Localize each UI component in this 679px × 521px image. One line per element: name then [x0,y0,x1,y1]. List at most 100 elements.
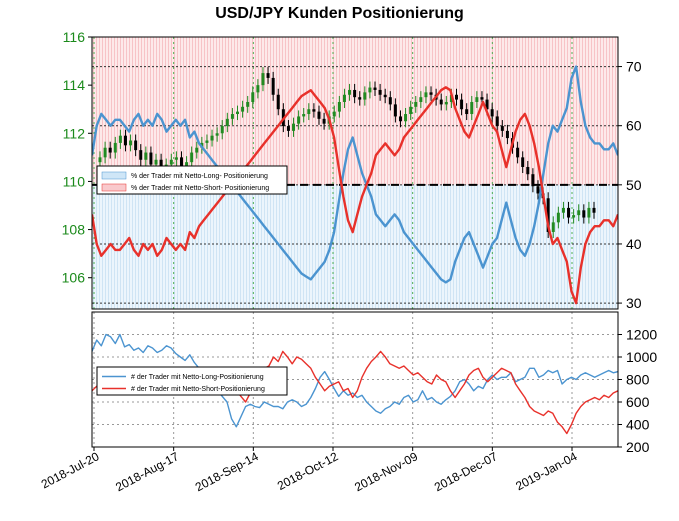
candle-body [414,101,418,107]
x-tick-label: 2018-Jul-20 [39,449,102,491]
x-tick-label: 2018-Aug-17 [113,449,181,494]
candle-body [592,207,596,213]
candle-body [546,198,550,232]
candle-body [129,140,133,146]
candle-body [516,147,520,158]
x-tick-label: 2018-Dec-07 [432,449,500,494]
candle-body [378,89,382,95]
legend-entry-label: # der Trader mit Netto-Long-Positionieru… [131,374,264,381]
candle-body [169,159,173,165]
candle-body [353,89,357,98]
candle-body [225,118,229,127]
candle-body [307,109,311,115]
x-tick-label: 2019-Jan-04 [513,449,579,493]
y2-right-tick-label: 400 [626,417,650,433]
long-zone-bg [92,184,618,309]
candle-body [526,166,530,175]
candle-body [236,111,240,115]
candle-body [98,157,102,163]
legend-top: % der Trader mit Netto-Long- Positionier… [96,165,288,195]
y-left-tick-label: 116 [63,29,86,45]
candle-body [531,174,535,187]
candle-body [480,97,484,100]
y2-right-tick-label: 1000 [626,349,657,365]
candle-body [154,159,158,165]
y2-right-tick-label: 200 [626,439,650,455]
candle-body [500,126,504,131]
y-left-tick-label: 110 [63,173,86,189]
candle-body [460,99,464,110]
legend-entry-label: # der Trader mit Netto-Short-Positionier… [131,386,265,393]
candle-body [103,147,107,158]
candle-body [317,111,321,119]
candle-body [149,152,153,165]
short-zone-bg [92,37,618,185]
candle-body [215,133,219,136]
x-tick-label: 2018-Sep-14 [193,449,261,494]
candle-body [322,118,326,124]
candle-body [475,97,479,102]
y-right-tick-label: 30 [626,295,642,311]
candle-body [271,77,275,95]
top-panel-frame [91,36,619,310]
candle-body [495,116,499,127]
candle-body [312,109,316,112]
candle-body [342,94,346,102]
candle-body [368,87,372,93]
candle-body [185,162,189,167]
candle-body [276,94,280,110]
chart-title: USD/JPY Kunden Positionierung [215,5,464,22]
candle-body [348,89,352,95]
candle-body [174,157,178,160]
series-long-pct [92,65,618,284]
candle-body [388,97,392,105]
candle-body [358,97,362,100]
candle-body [261,73,265,86]
candle-body [134,140,138,151]
candle-body [292,123,296,131]
candle-body [123,135,127,146]
candle-body [337,101,341,112]
candle-body [241,106,245,112]
candle-body [505,130,509,139]
y-right-tick-label: 40 [626,236,642,252]
y-left-tick-label: 108 [62,222,86,238]
candle-body [108,147,112,153]
candle-body [373,87,377,90]
candle-body [144,152,148,160]
y2-right-tick-label: 800 [626,372,650,388]
candle-body [393,104,397,117]
y-right-tick-label: 50 [626,177,642,193]
candle-body [286,126,290,131]
candle-body [409,106,413,115]
candle-body [210,135,214,141]
candle-body [195,147,199,153]
candle-body [113,142,117,153]
candle-body [256,85,260,93]
candle-body [572,215,576,218]
candle-body [567,207,571,218]
y2-right-tick-label: 600 [626,394,650,410]
candle-body [561,207,565,213]
candle-body [587,207,591,218]
series-short-pct [92,86,618,305]
legend-swatch-long [101,171,127,180]
candle-body [246,101,250,107]
candle-body [297,116,301,124]
y-right-tick-label: 70 [626,59,642,75]
candle-body [582,210,586,218]
candle-body [383,94,387,98]
candle-body [470,101,474,115]
x-tick-label: 2018-Oct-12 [275,449,341,493]
candle-body [179,157,183,167]
candle-body [551,222,555,232]
y2-right-tick-label: 1200 [626,327,657,343]
y-right-tick-label: 60 [626,118,642,134]
y-left-tick-label: 114 [63,77,86,93]
candle-body [439,99,443,105]
legend-bottom: # der Trader mit Netto-Long-Positionieru… [96,366,288,396]
candle-body [363,92,367,100]
y-left-tick-label: 112 [63,125,86,141]
candle-body [398,116,402,122]
candle-body [251,92,255,102]
